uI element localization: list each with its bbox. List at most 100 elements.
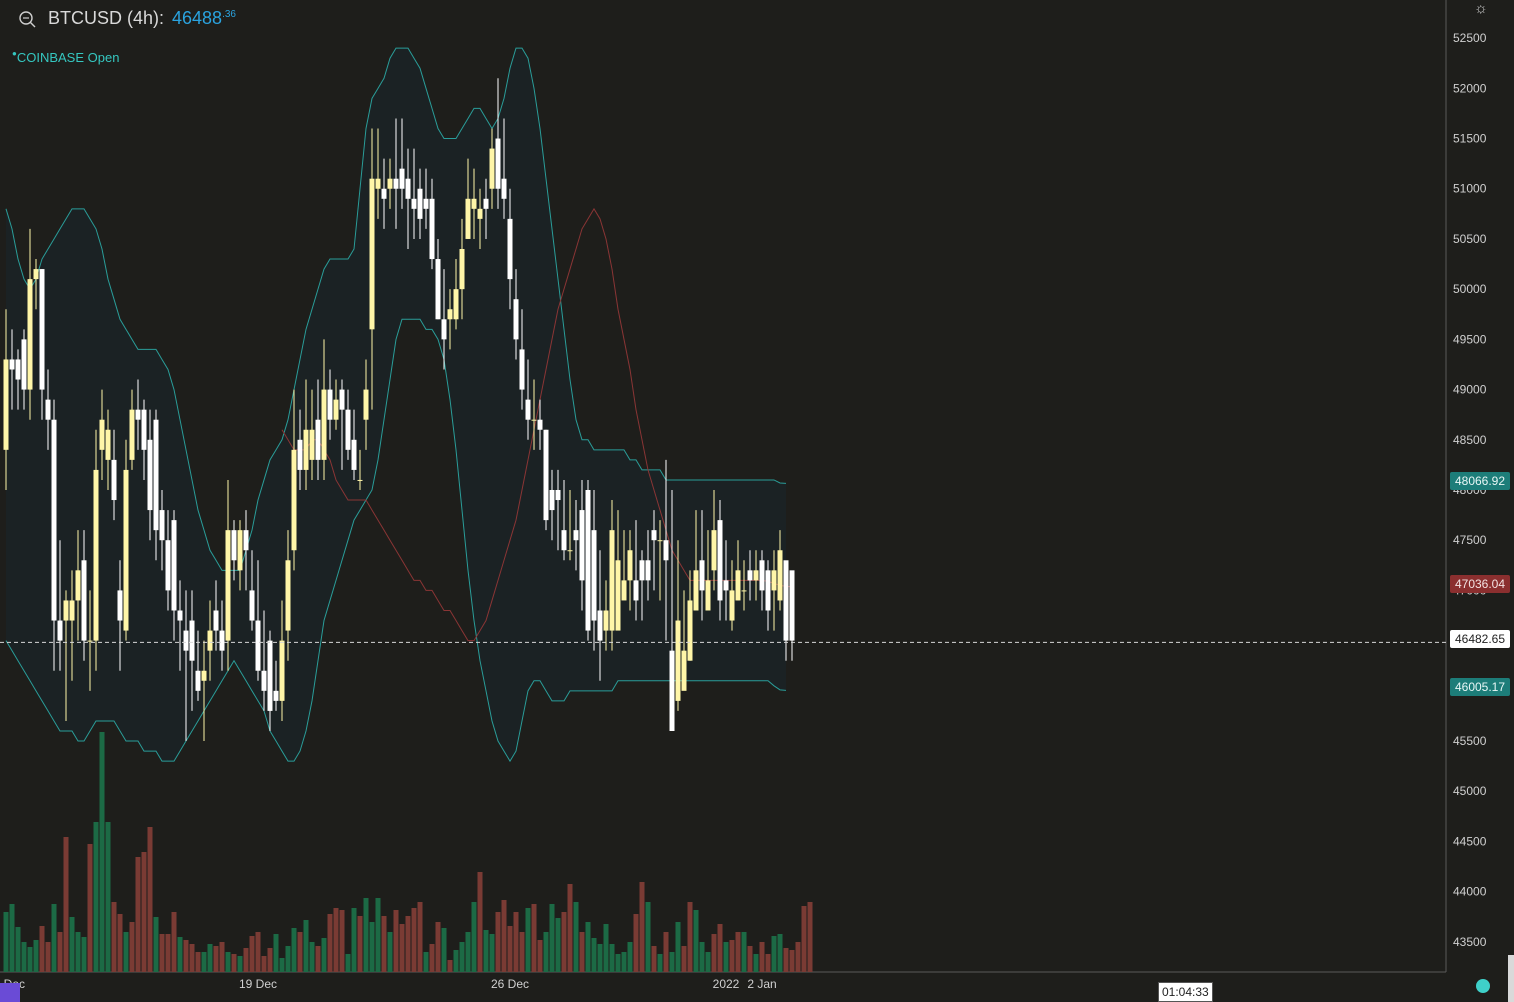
volume-bar xyxy=(315,946,321,972)
volume-bar xyxy=(45,942,51,972)
volume-bar xyxy=(519,932,525,972)
candle xyxy=(645,560,651,581)
candle xyxy=(69,600,75,621)
candle xyxy=(693,570,699,611)
candle xyxy=(177,610,183,621)
band-fill xyxy=(6,48,786,762)
candle xyxy=(171,520,177,611)
volume-bar xyxy=(141,852,147,972)
volume-bar xyxy=(501,900,507,972)
candle xyxy=(489,148,495,189)
volume-bar xyxy=(213,946,219,972)
volume-bar xyxy=(207,944,213,972)
candle xyxy=(711,530,717,571)
volume-bar xyxy=(627,942,633,972)
volume-bar xyxy=(735,932,741,972)
volume-bar xyxy=(651,946,657,972)
volume-bar xyxy=(747,946,753,972)
volume-bar xyxy=(639,882,645,972)
candle xyxy=(141,409,147,450)
candle xyxy=(783,560,789,641)
volume-bar xyxy=(429,944,435,972)
y-tick-label: 45000 xyxy=(1453,784,1487,798)
volume-bar xyxy=(219,942,225,972)
candle xyxy=(315,419,321,460)
candle xyxy=(201,670,207,681)
volume-bar xyxy=(741,932,747,972)
candle xyxy=(303,429,309,470)
volume-bar xyxy=(135,857,141,972)
candle xyxy=(291,449,297,551)
volume-bar xyxy=(681,946,687,972)
scroll-handle[interactable] xyxy=(1508,955,1514,1002)
volume-bar xyxy=(63,837,69,972)
x-tick-label: 26 Dec xyxy=(491,977,529,991)
candle xyxy=(327,389,333,420)
candle xyxy=(21,339,27,390)
candle xyxy=(231,530,237,561)
volume-bar xyxy=(603,924,609,972)
volume-bar xyxy=(423,952,429,972)
volume-bar xyxy=(69,917,75,972)
candle xyxy=(525,399,531,420)
candle xyxy=(759,560,765,591)
volume-bar xyxy=(699,942,705,972)
candle xyxy=(753,570,759,581)
candle xyxy=(747,570,753,581)
volume-bar xyxy=(321,938,327,972)
y-tick-label: 49000 xyxy=(1453,383,1487,397)
candle xyxy=(447,309,453,320)
candle xyxy=(213,610,219,631)
candle xyxy=(345,409,351,450)
candle xyxy=(237,530,243,571)
x-tick-label: 2 Jan xyxy=(747,977,776,991)
candle xyxy=(117,590,123,621)
candle xyxy=(501,178,507,199)
volume-bar xyxy=(615,954,621,972)
upper-band-tag: 48066.92 xyxy=(1450,472,1510,490)
volume-bar xyxy=(309,942,315,972)
candle xyxy=(729,590,735,621)
candle xyxy=(543,429,549,521)
candle xyxy=(387,178,393,189)
candle xyxy=(639,560,645,581)
volume-bar xyxy=(39,926,45,972)
candle xyxy=(705,580,711,611)
candle xyxy=(225,530,231,641)
volume-bar xyxy=(669,952,675,972)
candle xyxy=(369,178,375,330)
volume-bar xyxy=(51,904,57,972)
current-price: 46488.36 xyxy=(172,8,236,28)
candle xyxy=(57,620,63,641)
volume-bar xyxy=(261,956,267,972)
volume-bar xyxy=(801,906,807,972)
volume-bar xyxy=(663,932,669,972)
volume-bar xyxy=(3,912,9,972)
candle xyxy=(597,610,603,641)
volume-bar xyxy=(21,942,27,972)
candle xyxy=(567,550,573,552)
candle xyxy=(579,510,585,581)
volume-bar xyxy=(123,932,129,972)
candle xyxy=(717,520,723,601)
volume-bar xyxy=(411,908,417,972)
candle xyxy=(777,550,783,601)
volume-bar xyxy=(159,934,165,972)
volume-bar xyxy=(579,932,585,972)
volume-bar xyxy=(693,910,699,972)
candle xyxy=(165,540,171,591)
volume-bar xyxy=(351,908,357,972)
volume-bar xyxy=(483,930,489,972)
volume-bar xyxy=(525,908,531,972)
volume-bar xyxy=(129,922,135,972)
volume-bar xyxy=(195,952,201,972)
volume-bar xyxy=(27,947,33,972)
status-dot-icon[interactable] xyxy=(1476,979,1490,993)
candle xyxy=(423,198,429,209)
candle xyxy=(15,359,21,380)
search-icon[interactable] xyxy=(18,10,36,28)
gear-icon[interactable]: ☼ xyxy=(1474,0,1488,17)
candle xyxy=(183,630,189,651)
volume-bar xyxy=(333,908,339,972)
